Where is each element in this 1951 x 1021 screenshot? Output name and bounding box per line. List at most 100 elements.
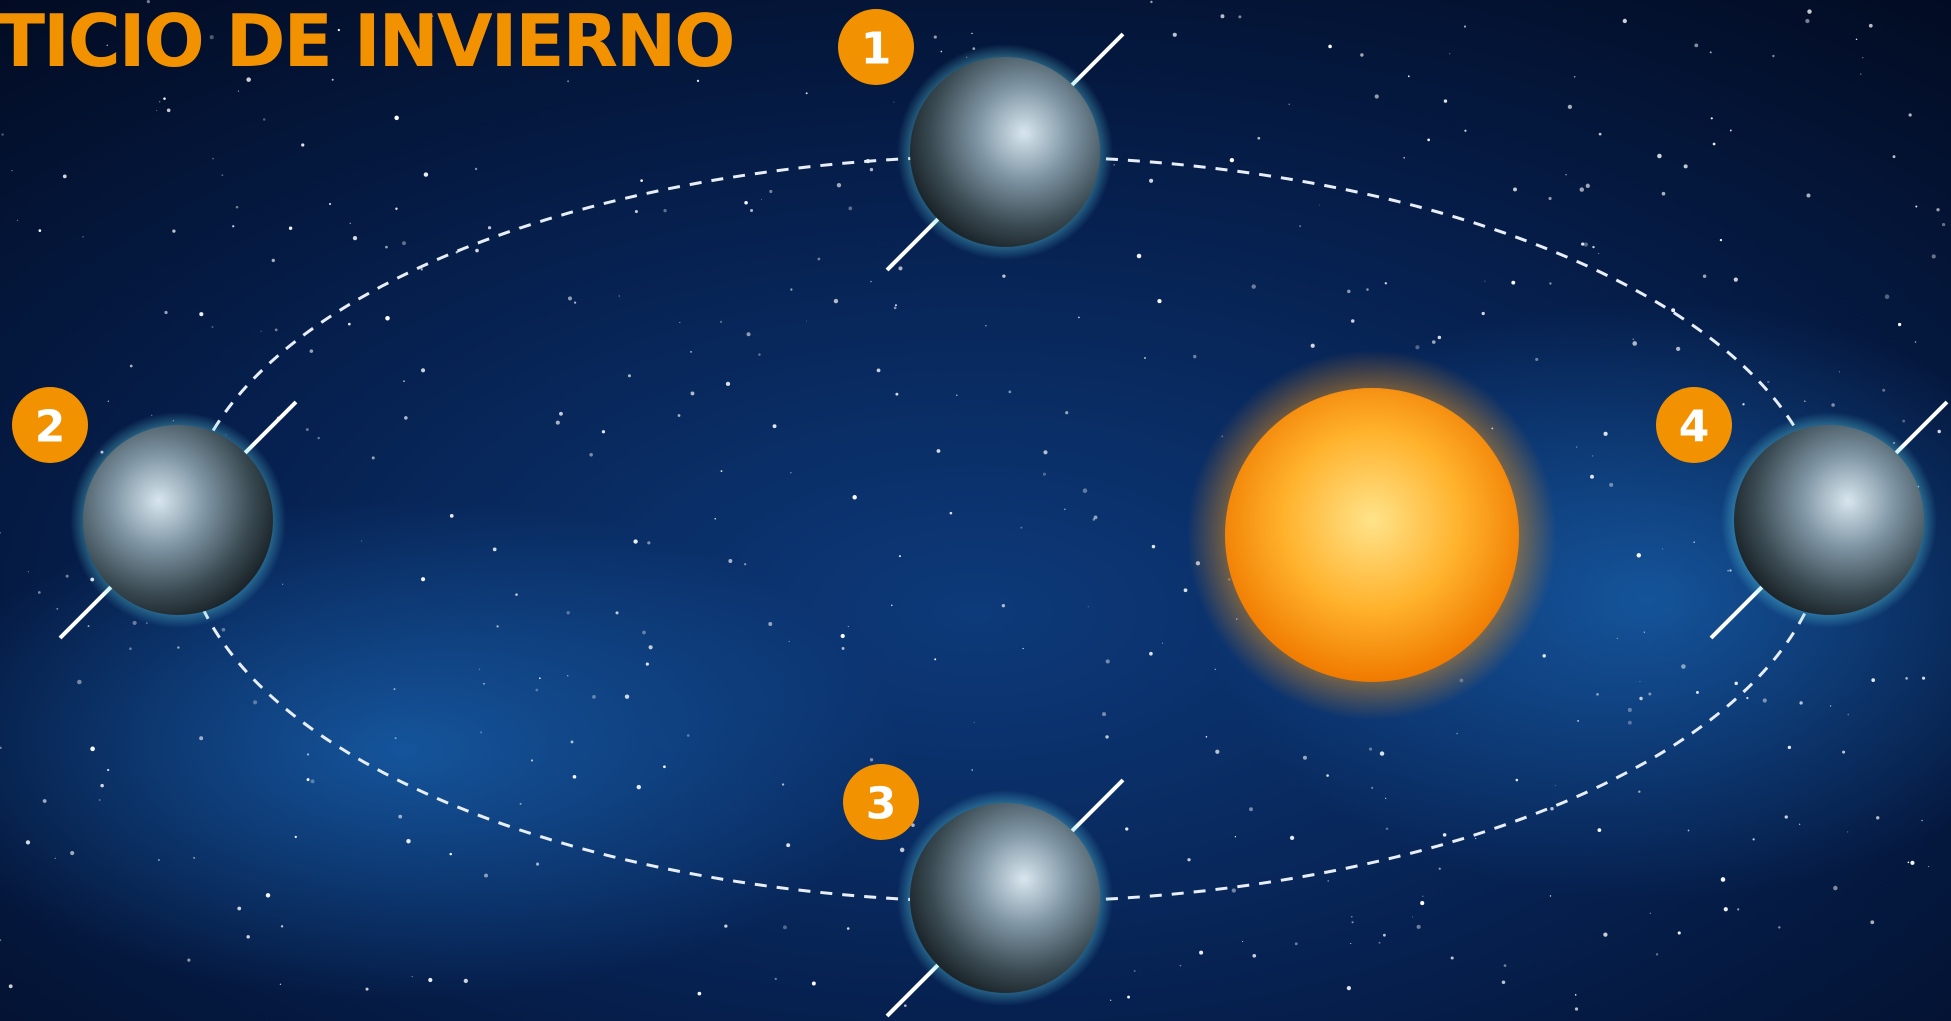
star xyxy=(555,420,560,425)
star xyxy=(1702,274,1707,279)
star xyxy=(1078,316,1080,319)
star xyxy=(783,925,787,930)
star xyxy=(1242,940,1244,943)
star xyxy=(246,77,251,82)
star xyxy=(1220,14,1225,19)
star xyxy=(1746,696,1749,700)
star xyxy=(933,35,937,39)
star xyxy=(0,746,2,750)
star xyxy=(663,765,666,769)
star xyxy=(107,768,110,772)
star xyxy=(1484,280,1486,282)
star xyxy=(423,172,429,177)
star xyxy=(1161,642,1164,644)
star xyxy=(744,200,748,205)
star xyxy=(310,779,315,784)
star xyxy=(728,559,733,563)
star xyxy=(265,893,271,898)
star xyxy=(686,734,690,737)
star xyxy=(1214,668,1216,670)
star xyxy=(1449,53,1451,55)
title: TICIO DE INVIERNO xyxy=(0,0,733,83)
star xyxy=(899,847,905,853)
star xyxy=(1868,23,1873,28)
star xyxy=(1415,345,1420,350)
star xyxy=(1403,157,1405,159)
star xyxy=(1778,926,1781,929)
star xyxy=(155,109,158,112)
star xyxy=(487,226,492,230)
star xyxy=(1350,319,1355,323)
star xyxy=(724,924,728,928)
star xyxy=(788,640,790,643)
star xyxy=(833,298,839,304)
star xyxy=(402,241,406,246)
star xyxy=(519,802,522,805)
star xyxy=(1632,341,1638,346)
star xyxy=(420,268,423,271)
star xyxy=(146,0,150,4)
star xyxy=(572,775,577,779)
star xyxy=(645,662,649,666)
star xyxy=(106,44,108,46)
star xyxy=(187,958,191,962)
earth-position: 1 xyxy=(838,9,1125,272)
star xyxy=(27,571,29,573)
star xyxy=(1609,482,1614,487)
star xyxy=(306,753,310,756)
star xyxy=(232,225,235,228)
star xyxy=(1450,956,1454,960)
star xyxy=(492,547,497,552)
star xyxy=(1002,274,1006,278)
star xyxy=(455,251,459,254)
star xyxy=(1931,254,1936,259)
star xyxy=(478,668,481,670)
star xyxy=(1831,403,1835,407)
star xyxy=(107,400,109,402)
star xyxy=(936,449,941,453)
star xyxy=(1914,341,1917,343)
star xyxy=(1187,858,1191,862)
star xyxy=(177,646,180,649)
star xyxy=(840,633,845,639)
star xyxy=(1616,637,1619,640)
star xyxy=(1229,157,1235,163)
star xyxy=(1102,712,1107,717)
star xyxy=(1501,980,1506,985)
star xyxy=(1549,282,1552,285)
star xyxy=(1733,277,1738,282)
star xyxy=(893,101,895,103)
star xyxy=(1549,895,1552,897)
star xyxy=(1416,924,1421,929)
star xyxy=(1709,51,1712,54)
star xyxy=(65,574,69,578)
star xyxy=(262,118,266,121)
star xyxy=(566,611,570,615)
star xyxy=(1784,815,1788,819)
star xyxy=(1535,357,1539,362)
star xyxy=(1443,99,1448,103)
star xyxy=(1590,474,1594,479)
star xyxy=(1464,129,1467,132)
star xyxy=(934,658,937,661)
star xyxy=(1234,836,1237,838)
star xyxy=(347,322,351,326)
star xyxy=(1638,790,1641,793)
star xyxy=(411,975,413,978)
star xyxy=(1127,995,1130,999)
star xyxy=(1008,390,1012,394)
star xyxy=(1576,446,1578,448)
star xyxy=(403,380,405,382)
star xyxy=(690,351,692,353)
star xyxy=(697,991,702,996)
star xyxy=(848,206,853,211)
star xyxy=(1374,94,1379,99)
star xyxy=(385,245,388,249)
star xyxy=(1350,915,1353,918)
star xyxy=(869,167,874,172)
earth xyxy=(83,425,273,615)
star xyxy=(1378,941,1381,944)
star xyxy=(592,695,596,699)
star xyxy=(1548,196,1552,200)
star xyxy=(971,769,973,771)
